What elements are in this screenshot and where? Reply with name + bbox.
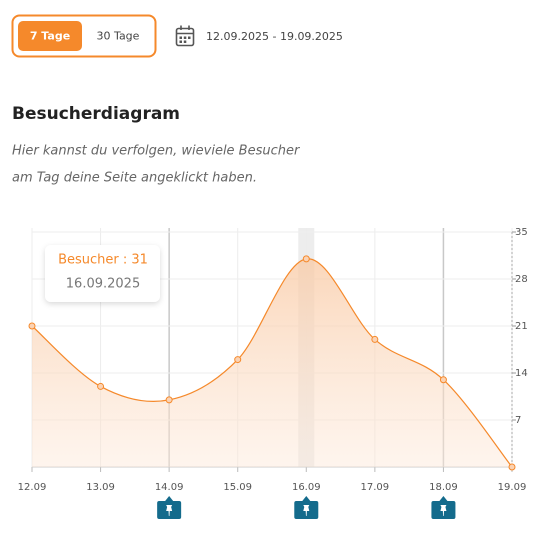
x-tick-label: 17.09	[361, 482, 390, 493]
pin-icon	[166, 505, 173, 516]
pin-marker[interactable]	[294, 496, 319, 519]
point	[439, 376, 447, 384]
description: Hier kannst du verfolgen, wieviele Besuc…	[12, 144, 301, 159]
pin-marker-tail	[165, 496, 174, 501]
chart: 12.09 13.09 14.09 15.09 16.09 17.09 18.09 19.09…	[18, 227, 528, 519]
pin-marker[interactable]	[157, 496, 182, 519]
pin-icon	[440, 505, 447, 516]
pin-marker-tail	[439, 496, 448, 501]
heading: Besucherdiagram	[12, 104, 180, 124]
y-tick-label: 7	[515, 415, 521, 426]
line	[31, 258, 513, 468]
y-tick-label: 35	[515, 227, 528, 238]
x-tick-label: 12.09	[18, 482, 47, 493]
point	[97, 382, 105, 390]
point	[28, 322, 36, 330]
range-button-active[interactable]	[18, 21, 82, 51]
x-tick-label: 19.09	[498, 482, 527, 493]
point	[234, 356, 242, 364]
point	[302, 255, 310, 263]
point	[165, 396, 173, 404]
tooltip-label: Besucher : 31	[58, 253, 148, 268]
y-tick-label: 21	[515, 321, 528, 332]
pin-marker-tail	[302, 496, 311, 501]
point	[371, 335, 379, 343]
y-tick-label: 28	[515, 274, 528, 285]
pin-icon	[303, 505, 310, 516]
tooltip	[45, 245, 160, 302]
x-tick-label: 16.09	[292, 482, 321, 493]
x-tick-label: 18.09	[429, 482, 458, 493]
date-range: 12.09.2025 - 19.09.2025	[206, 30, 343, 43]
range-button-label[interactable]: 7 Tage	[30, 30, 70, 43]
description: am Tag deine Seite angeklickt haben.	[12, 171, 257, 186]
range-button-label[interactable]: 30 Tage	[97, 30, 140, 43]
pin-marker[interactable]	[431, 496, 456, 519]
area	[32, 258, 512, 467]
calendar-icon[interactable]	[175, 25, 195, 47]
point	[508, 463, 516, 471]
tooltip-date: 16.09.2025	[66, 277, 140, 292]
y-tick-label: 14	[515, 368, 528, 379]
x-tick-label: 13.09	[86, 482, 115, 493]
x-tick-label: 14.09	[155, 482, 184, 493]
x-tick-label: 15.09	[223, 482, 252, 493]
